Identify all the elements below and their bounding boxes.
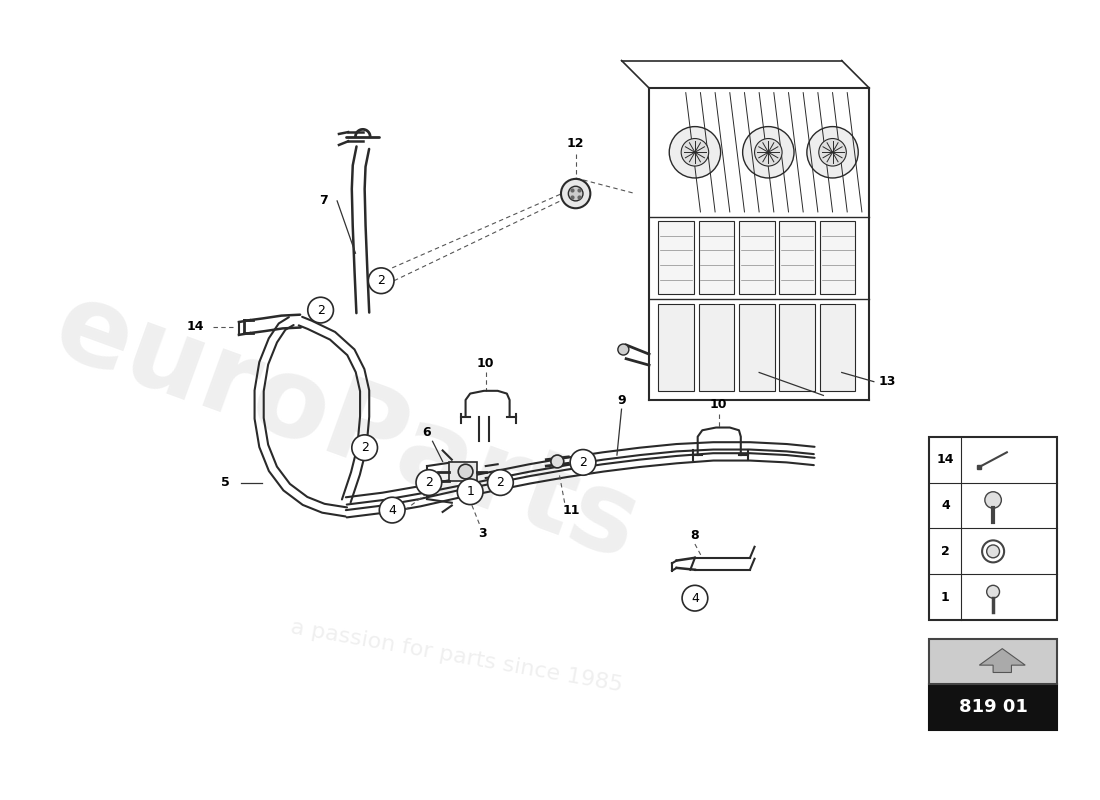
Text: 2: 2 (940, 545, 949, 558)
Polygon shape (979, 649, 1025, 673)
Text: 5: 5 (221, 476, 230, 489)
Bar (928, 685, 1057, 730)
Bar (658, 221, 694, 294)
Circle shape (742, 126, 794, 178)
Text: 4: 4 (388, 503, 396, 517)
Text: a passion for parts since 1985: a passion for parts since 1985 (289, 618, 624, 696)
Text: 13: 13 (879, 375, 896, 388)
Bar (658, 304, 694, 391)
Text: 1: 1 (466, 486, 474, 498)
Text: 10: 10 (710, 398, 727, 411)
Text: 2: 2 (377, 274, 385, 287)
Text: 11: 11 (562, 503, 580, 517)
Circle shape (987, 545, 1000, 558)
Circle shape (682, 586, 707, 611)
Text: 2: 2 (496, 476, 505, 489)
Bar (698, 221, 735, 294)
Text: 4: 4 (691, 592, 698, 605)
Circle shape (669, 126, 720, 178)
Circle shape (618, 344, 629, 355)
Circle shape (987, 586, 1000, 598)
Text: 819 01: 819 01 (959, 698, 1027, 716)
Circle shape (368, 268, 394, 294)
Text: 2: 2 (425, 476, 432, 489)
Text: 9: 9 (617, 394, 626, 406)
Text: 2: 2 (579, 456, 587, 469)
Bar (779, 221, 815, 294)
Circle shape (982, 540, 1004, 562)
Text: 8: 8 (691, 530, 700, 542)
Circle shape (561, 179, 591, 208)
Bar (739, 304, 774, 391)
Circle shape (459, 464, 473, 479)
Circle shape (416, 470, 442, 495)
Text: 12: 12 (566, 137, 584, 150)
Text: 1: 1 (940, 590, 949, 604)
Text: euroParts: euroParts (40, 272, 652, 582)
Bar (820, 304, 856, 391)
Bar (698, 304, 735, 391)
Bar (739, 221, 774, 294)
Text: 2: 2 (361, 442, 368, 454)
Text: 6: 6 (422, 426, 431, 438)
Text: 7: 7 (319, 194, 328, 207)
Circle shape (818, 138, 846, 166)
Circle shape (487, 470, 514, 495)
Circle shape (308, 298, 333, 323)
Circle shape (458, 479, 483, 505)
Circle shape (551, 455, 563, 468)
Text: 4: 4 (940, 499, 949, 512)
Bar (820, 221, 856, 294)
Circle shape (807, 126, 858, 178)
Circle shape (755, 138, 782, 166)
Circle shape (352, 435, 377, 461)
Bar (928, 638, 1057, 685)
Bar (449, 462, 476, 481)
Text: 14: 14 (936, 453, 954, 466)
Circle shape (681, 138, 708, 166)
Text: 14: 14 (186, 320, 204, 333)
Text: 2: 2 (317, 303, 324, 317)
Circle shape (984, 492, 1001, 508)
Text: 10: 10 (477, 357, 495, 370)
Circle shape (570, 450, 596, 475)
Text: 3: 3 (477, 526, 486, 539)
Circle shape (569, 186, 583, 201)
Bar (928, 437, 1057, 620)
Circle shape (379, 498, 405, 523)
Bar (779, 304, 815, 391)
